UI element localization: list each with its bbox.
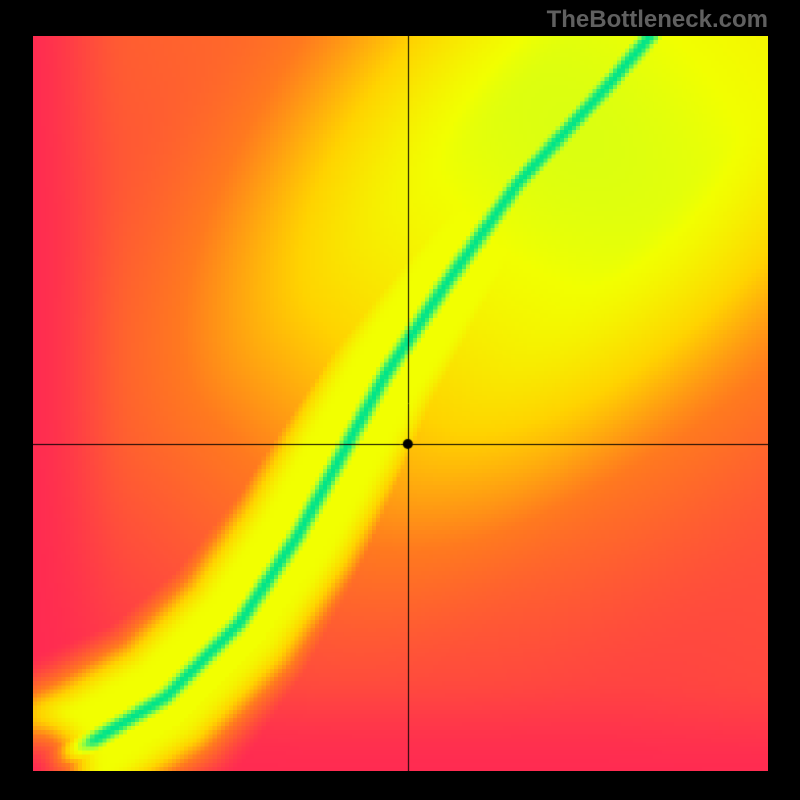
heatmap-canvas <box>33 36 768 771</box>
stage: TheBottleneck.com <box>0 0 800 800</box>
watermark-text: TheBottleneck.com <box>547 6 768 34</box>
